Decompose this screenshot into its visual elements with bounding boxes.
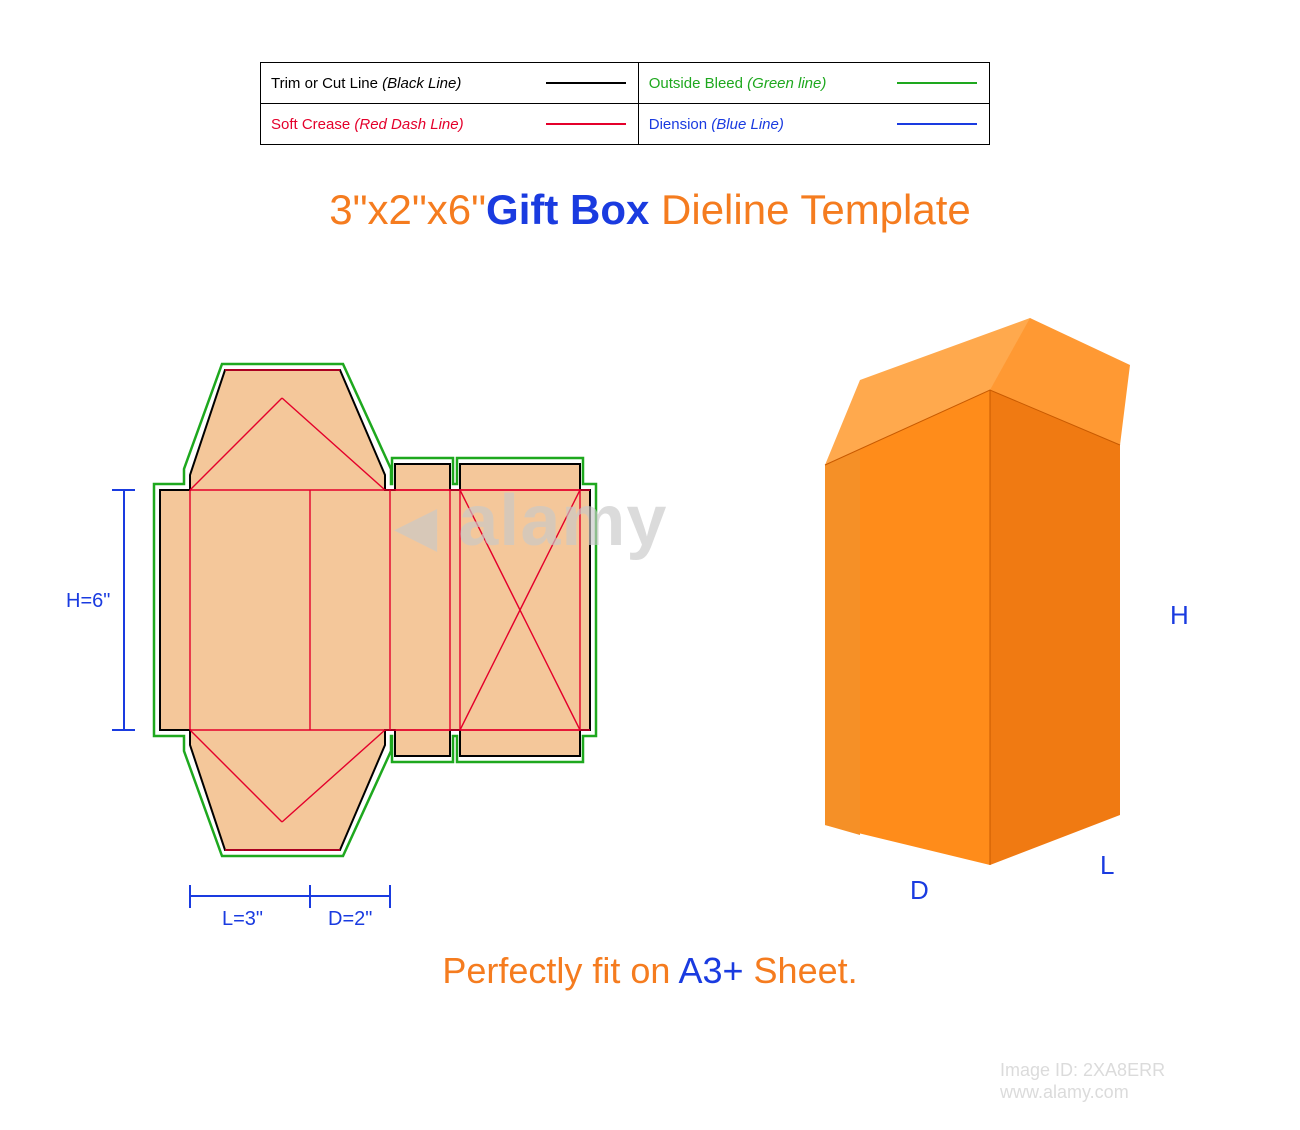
legend-cell-dimension: Diension (Blue Line) [638, 104, 989, 145]
watermark-code: Image ID: 2XA8ERR [1000, 1060, 1165, 1081]
title-giftbox: Gift Box [486, 186, 649, 233]
legend-paren: (Blue Line) [711, 116, 784, 133]
legend-paren: (Black Line) [382, 75, 461, 92]
legend-line-red [546, 123, 626, 125]
box-3d: H L D [770, 270, 1210, 910]
footer-text: Perfectly fit on A3+ Sheet. [0, 950, 1300, 992]
dim-h: H=6" [66, 590, 110, 613]
box-label-l: L [1100, 850, 1114, 881]
legend-paren: (Red Dash Line) [354, 116, 463, 133]
legend-text: Diension [649, 116, 712, 133]
box-face-left-shade [825, 448, 860, 835]
legend-line-blue [897, 123, 977, 125]
dieline-fill [160, 370, 590, 850]
legend-cell-trim: Trim or Cut Line (Black Line) [261, 63, 639, 104]
dieline-diagram: H=6" L=3" D=2" [60, 280, 700, 920]
legend-text: Soft Crease [271, 116, 354, 133]
legend-table: Trim or Cut Line (Black Line) Outside Bl… [260, 62, 990, 145]
title-dims: 3"x2"x6" [329, 186, 486, 233]
legend-cell-bleed: Outside Bleed (Green line) [638, 63, 989, 104]
box3d-svg [770, 270, 1210, 910]
legend-line-black [546, 82, 626, 84]
dim-d: D=2" [328, 908, 372, 931]
watermark-site: www.alamy.com [1000, 1082, 1129, 1103]
legend-cell-crease: Soft Crease (Red Dash Line) [261, 104, 639, 145]
legend-text: Outside Bleed [649, 75, 747, 92]
dim-l: L=3" [222, 908, 263, 931]
box-face-right [990, 390, 1120, 865]
legend-paren: (Green line) [747, 75, 826, 92]
footer-sheet: A3+ [678, 950, 743, 991]
dieline-svg [60, 280, 700, 920]
footer-post: Sheet. [744, 950, 858, 991]
legend-text: Trim or Cut Line [271, 75, 382, 92]
page-title: 3"x2"x6"Gift Box Dieline Template [0, 186, 1300, 234]
legend-line-green [897, 82, 977, 84]
box-label-d: D [910, 875, 929, 906]
title-rest: Dieline Template [649, 186, 970, 233]
box-label-h: H [1170, 600, 1189, 631]
footer-pre: Perfectly fit on [442, 950, 678, 991]
